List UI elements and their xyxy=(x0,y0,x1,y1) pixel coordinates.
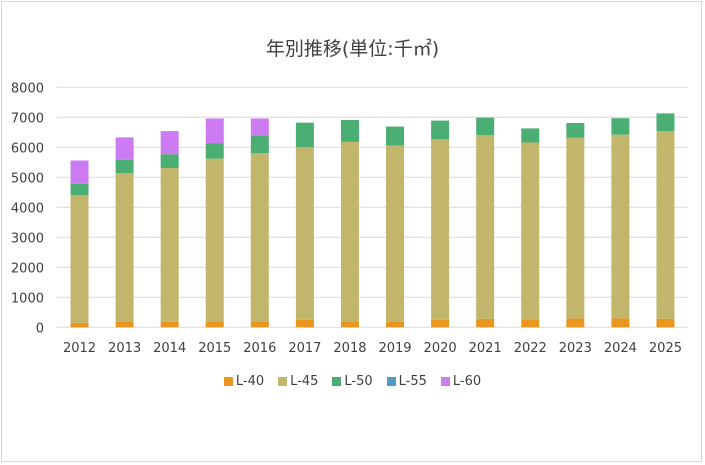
legend-swatch xyxy=(332,377,342,386)
bar-segment-l-40 xyxy=(611,318,630,328)
legend-swatch xyxy=(278,377,288,386)
legend-item: L-50 xyxy=(332,374,373,389)
bar-segment-l-45 xyxy=(295,147,314,320)
bar-segment-l-40 xyxy=(160,321,179,328)
legend-label: L-55 xyxy=(398,374,427,389)
y-tick-label: 2000 xyxy=(11,261,44,276)
bar-segment-l-45 xyxy=(70,195,89,323)
x-tick-label: 2022 xyxy=(514,341,547,356)
bar-segment-l-50 xyxy=(295,122,314,148)
bar-segment-l-40 xyxy=(295,319,314,328)
legend-label: L-45 xyxy=(290,374,319,389)
bar-segment-l-40 xyxy=(521,319,540,328)
bar-segment-l-40 xyxy=(566,318,585,328)
bar-segment-l-45 xyxy=(476,135,495,319)
bar-segment-l-50 xyxy=(521,128,540,143)
bar-segment-l-45 xyxy=(431,139,450,320)
bar-segment-l-45 xyxy=(611,134,630,319)
x-tick-label: 2015 xyxy=(198,341,231,356)
bar-segment-l-40 xyxy=(656,318,675,328)
y-tick-label: 7000 xyxy=(11,111,44,126)
bar-segment-l-40 xyxy=(250,321,269,328)
bar-segment-l-40 xyxy=(115,321,134,328)
bar-segment-l-60 xyxy=(205,118,224,144)
bar-segment-l-50 xyxy=(566,123,585,138)
bar-segment-l-50 xyxy=(70,183,89,196)
bar-segment-l-45 xyxy=(566,137,585,319)
x-tick-label: 2021 xyxy=(469,341,502,356)
x-tick-label: 2018 xyxy=(333,341,366,356)
x-tick-label: 2024 xyxy=(604,341,637,356)
legend-item: L-40 xyxy=(223,374,265,389)
bar-segment-l-50 xyxy=(160,154,179,168)
bar-segment-l-40 xyxy=(340,321,359,328)
x-tick-label: 2014 xyxy=(153,341,186,356)
bar-segment-l-45 xyxy=(205,158,224,322)
y-tick-label: 0 xyxy=(36,321,44,336)
bar-segment-l-45 xyxy=(386,145,405,322)
x-tick-label: 2017 xyxy=(288,341,321,356)
bar-segment-l-50 xyxy=(205,143,224,159)
x-tick-label: 2023 xyxy=(559,341,592,356)
bar-segment-l-50 xyxy=(476,117,495,136)
y-tick-label: 8000 xyxy=(11,81,44,96)
y-tick-label: 1000 xyxy=(11,291,44,306)
x-tick-label: 2020 xyxy=(424,341,457,356)
bar-segment-l-40 xyxy=(476,318,495,328)
bar-segment-l-50 xyxy=(611,118,630,135)
bar-segment-l-60 xyxy=(115,137,134,160)
x-tick-label: 2019 xyxy=(378,341,411,356)
bar-segment-l-45 xyxy=(115,173,134,322)
legend-label: L-60 xyxy=(452,374,482,389)
bar-segment-l-40 xyxy=(386,321,405,328)
x-tick-label: 2016 xyxy=(243,341,276,356)
bar-segment-l-50 xyxy=(431,120,450,140)
bar-segment-l-50 xyxy=(386,126,405,146)
legend: L-40 L-45 L-50 L-55 L-60 xyxy=(0,374,705,389)
bar-segment-l-45 xyxy=(250,153,269,322)
bar-segment-l-45 xyxy=(340,141,359,322)
legend-item: L-45 xyxy=(278,374,318,389)
bar-segment-l-60 xyxy=(70,160,89,184)
bar-segment-l-40 xyxy=(431,319,450,328)
bar-segment-l-50 xyxy=(250,135,269,154)
legend-label: L-50 xyxy=(344,374,373,389)
y-tick-label: 5000 xyxy=(11,171,44,186)
legend-item: L-55 xyxy=(386,374,427,389)
chart-title: 年別推移(単位:千㎡) xyxy=(265,38,440,60)
legend-swatch xyxy=(386,377,396,386)
y-tick-label: 3000 xyxy=(11,231,44,246)
y-tick-label: 6000 xyxy=(11,141,44,156)
bar-segment-l-60 xyxy=(250,118,269,136)
bar-segment-l-50 xyxy=(115,159,134,174)
legend-swatch xyxy=(223,377,233,386)
bar-segment-l-45 xyxy=(160,168,179,322)
bar-segment-l-45 xyxy=(656,131,675,319)
bar-segment-l-50 xyxy=(656,113,675,132)
bar-segment-l-40 xyxy=(70,322,89,328)
x-tick-label: 2012 xyxy=(63,341,96,356)
bar-segment-l-40 xyxy=(205,321,224,328)
legend-item: L-60 xyxy=(440,374,482,389)
x-tick-label: 2025 xyxy=(649,341,682,356)
bar-segment-l-60 xyxy=(160,131,179,155)
y-tick-label: 4000 xyxy=(11,201,44,216)
bar-segment-l-45 xyxy=(521,142,540,320)
legend-swatch xyxy=(440,377,450,386)
legend-label: L-40 xyxy=(235,374,265,389)
x-tick-label: 2013 xyxy=(108,341,141,356)
bar-segment-l-50 xyxy=(340,120,359,142)
